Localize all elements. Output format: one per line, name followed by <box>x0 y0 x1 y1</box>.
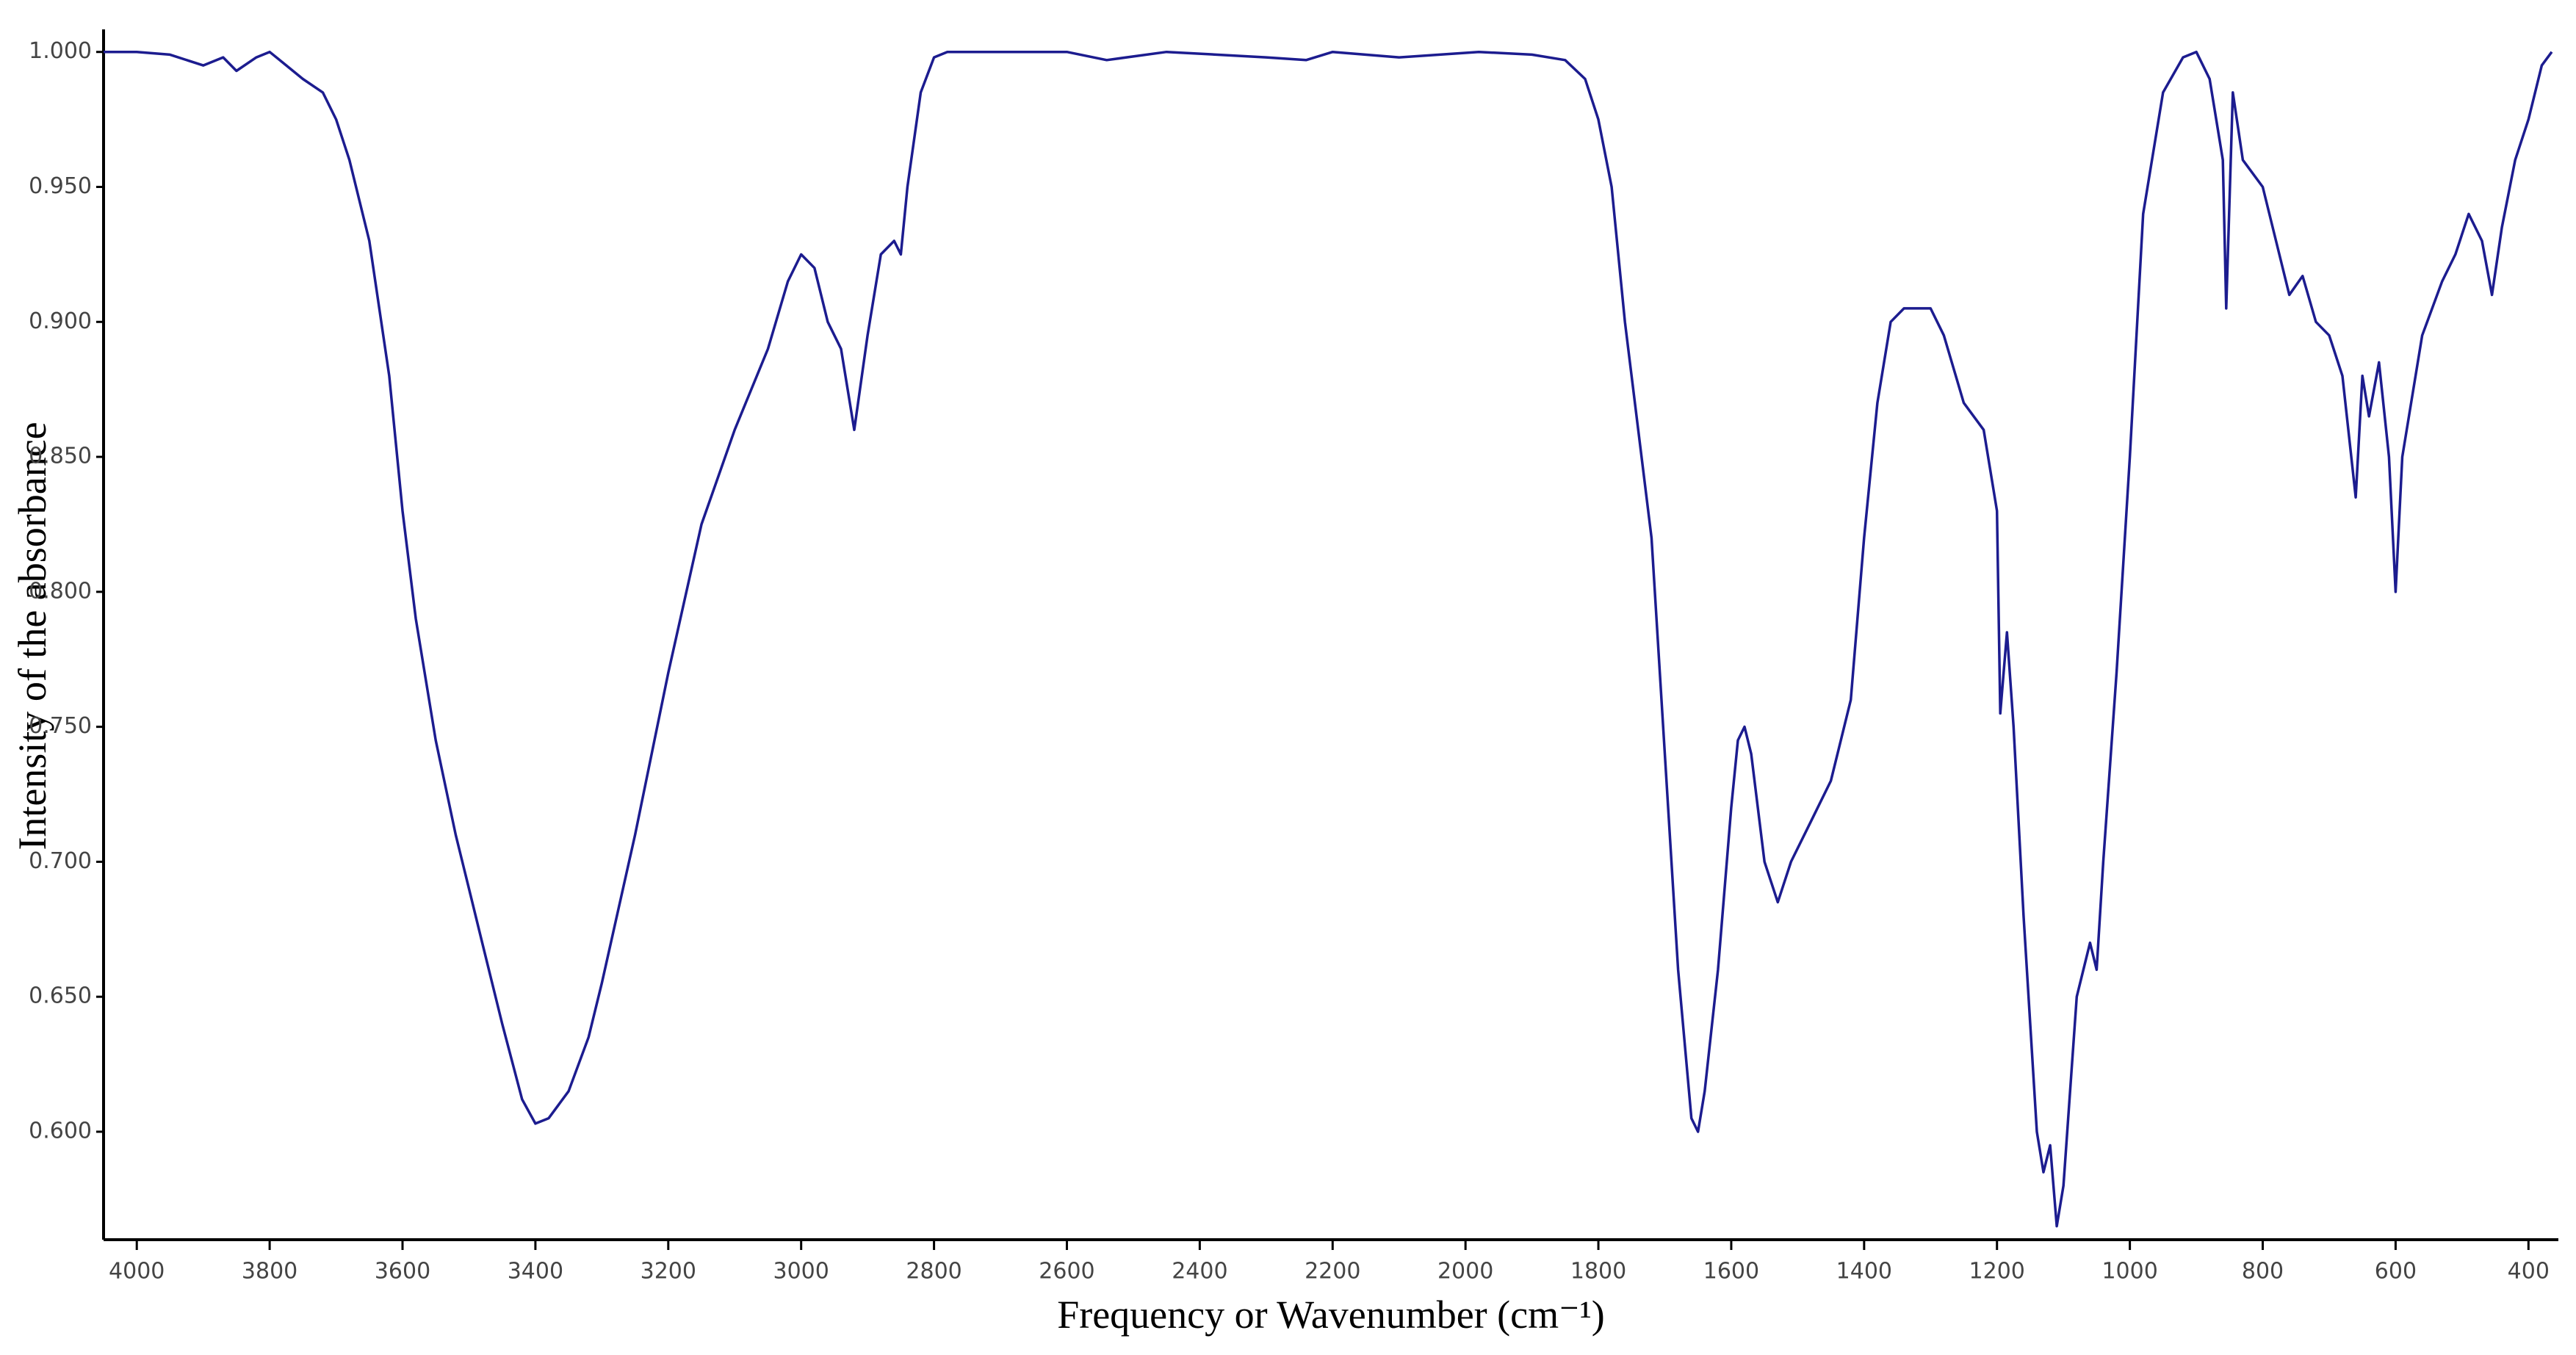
y-tick-label: 0.800 <box>29 578 92 604</box>
x-tick-label: 3600 <box>375 1259 430 1284</box>
y-tick-label: 0.900 <box>29 308 92 334</box>
x-tick-label: 2200 <box>1305 1259 1360 1284</box>
x-tick-label: 1600 <box>1703 1259 1759 1284</box>
x-tick-label: 3000 <box>773 1259 829 1284</box>
x-tick-label: 3800 <box>242 1259 297 1284</box>
y-tick-label: 0.650 <box>29 983 92 1009</box>
y-tick-label: 0.950 <box>29 173 92 199</box>
x-tick-label: 3400 <box>508 1259 563 1284</box>
x-tick-label: 800 <box>2242 1259 2284 1284</box>
x-tick-label: 1000 <box>2101 1259 2157 1284</box>
x-tick-label: 4000 <box>109 1259 165 1284</box>
x-tick-label: 2800 <box>906 1259 962 1284</box>
y-tick-label: 0.600 <box>29 1118 92 1143</box>
y-tick-label: 0.750 <box>29 713 92 739</box>
x-tick-label: 2600 <box>1039 1259 1094 1284</box>
x-tick-label: 1400 <box>1836 1259 1892 1284</box>
y-tick-label: 1.000 <box>29 38 92 64</box>
x-tick-label: 2400 <box>1172 1259 1227 1284</box>
x-axis-title: Frequency or Wavenumber (cm⁻¹) <box>1057 1293 1605 1337</box>
x-tick-label: 1200 <box>1969 1259 2025 1284</box>
y-axis-title: Intensity of the absorbance <box>10 422 54 850</box>
y-tick-label: 0.700 <box>29 848 92 874</box>
x-tick-label: 600 <box>2375 1259 2417 1284</box>
x-tick-label: 2000 <box>1437 1259 1493 1284</box>
spectrum-line <box>104 50 2553 1228</box>
x-tick-label: 400 <box>2508 1259 2550 1284</box>
x-tick-label: 3200 <box>641 1259 696 1284</box>
y-tick-label: 0.850 <box>29 444 92 469</box>
x-tick-label: 1800 <box>1570 1259 1626 1284</box>
